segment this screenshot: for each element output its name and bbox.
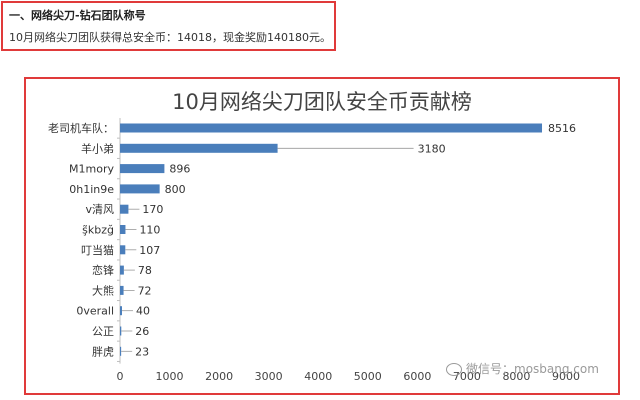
- data-label: 72: [138, 284, 152, 297]
- data-label: 78: [138, 264, 152, 277]
- bar: [120, 306, 122, 316]
- category-label: 叮当猫: [81, 243, 114, 257]
- x-tick-label: 4000: [304, 370, 332, 383]
- category-label: 大熊: [92, 283, 114, 297]
- x-tick-label: 0: [117, 370, 124, 383]
- bar: [120, 285, 124, 295]
- bar: [120, 123, 543, 133]
- bar: [120, 265, 124, 275]
- x-tick-label: 9000: [552, 370, 580, 383]
- category-label: 胖虎: [92, 345, 114, 358]
- section-title: 一、网络尖刀-钻石团队称号: [9, 9, 146, 22]
- data-label: 23: [135, 345, 149, 358]
- data-label: 8516: [548, 122, 576, 135]
- bar: [120, 346, 122, 356]
- data-label: 170: [142, 203, 163, 216]
- watermark-text: 微信号：mosbang.com: [466, 362, 599, 376]
- data-label: 26: [135, 325, 149, 338]
- data-label: 3180: [418, 142, 446, 155]
- x-tick-label: 8000: [502, 370, 530, 383]
- wechat-icon: [446, 363, 462, 376]
- watermark: 微信号：mosbang.com: [446, 360, 616, 380]
- chart-box: 10月网络尖刀团队安全币贡献榜老司机车队： 8516 羊小弟 3180 M1mory 89…: [24, 77, 620, 395]
- header-box: 一、网络尖刀-钻石团队称号 10月网络尖刀团队获得总安全币：14018，现金奖励…: [1, 1, 336, 51]
- x-tick-label: 5000: [354, 370, 382, 383]
- category-label: 羊小弟: [81, 141, 114, 155]
- bar: [120, 164, 165, 174]
- bar: [120, 143, 278, 153]
- category-label: ş̃kbzğ: [82, 224, 114, 237]
- category-label: 0verall: [76, 305, 114, 318]
- bar: [120, 326, 122, 336]
- x-tick-label: 3000: [255, 370, 283, 383]
- data-label: 896: [169, 163, 190, 176]
- category-label: 老司机车队：: [48, 121, 114, 135]
- category-label: 恋锋: [92, 263, 114, 277]
- bar: [120, 245, 126, 255]
- bar: [120, 204, 129, 214]
- bar: [120, 225, 126, 234]
- data-label: 800: [165, 183, 186, 196]
- x-tick-label: 1000: [156, 370, 184, 383]
- bar: [120, 184, 160, 194]
- x-tick-label: 2000: [205, 370, 233, 383]
- data-label: 110: [139, 224, 160, 237]
- section-description: 10月网络尖刀团队获得总安全币：14018，现金奖励140180元。: [9, 31, 331, 44]
- category-label: M1mory: [69, 163, 114, 176]
- data-label: 40: [136, 305, 150, 318]
- x-tick-label: 6000: [403, 370, 431, 383]
- data-label: 107: [139, 244, 160, 257]
- category-label: 0h1in9e: [69, 183, 114, 196]
- category-label: v清风: [85, 203, 114, 216]
- category-label: 公正: [92, 325, 114, 338]
- chart-title: 10月网络尖刀团队安全币贡献榜: [172, 90, 472, 114]
